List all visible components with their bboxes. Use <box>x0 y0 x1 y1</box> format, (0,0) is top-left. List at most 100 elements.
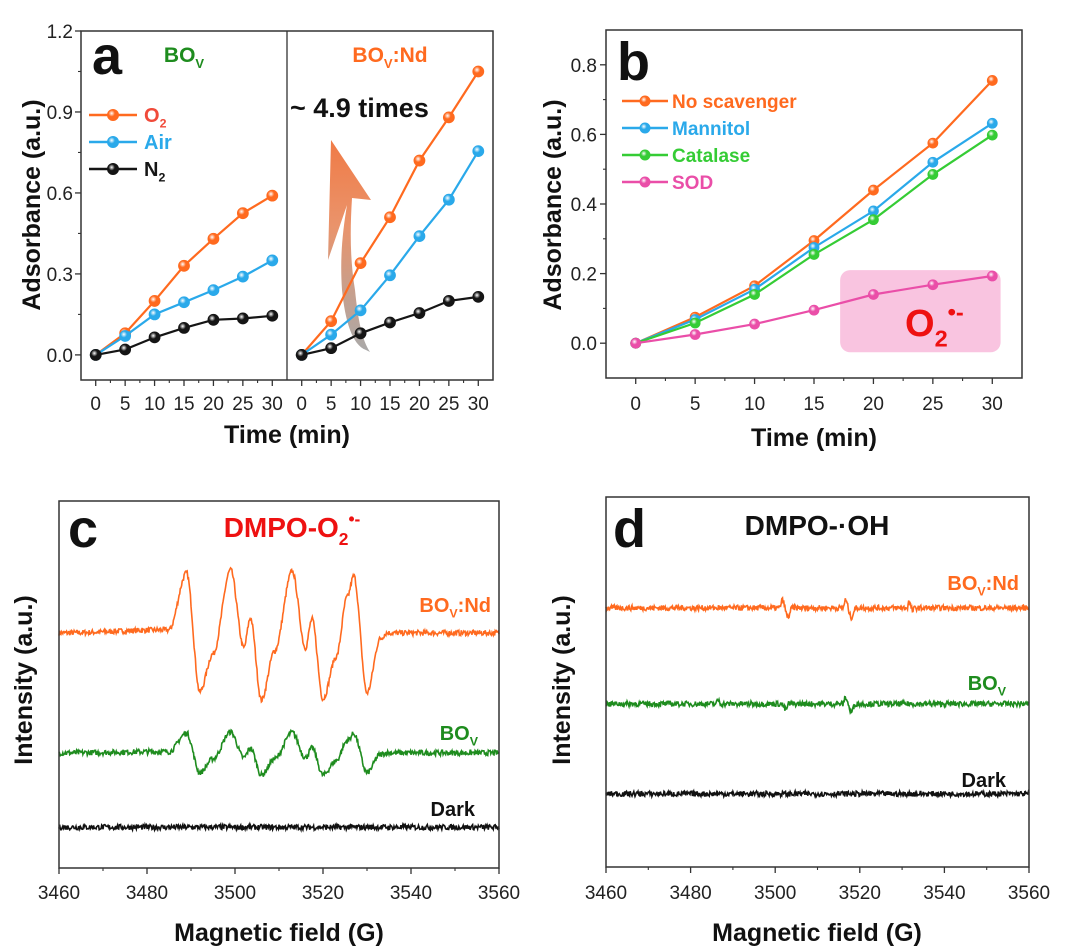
series-label: Dark <box>962 770 1007 792</box>
x-tick-label: 15 <box>803 394 824 415</box>
legend-label: Mannitol <box>672 119 750 140</box>
data-point <box>808 249 820 260</box>
x-tick-label: 25 <box>922 394 943 415</box>
legend-marker <box>639 176 651 188</box>
x-tick-label: 0 <box>90 394 101 415</box>
y-tick-label: 1.2 <box>47 22 73 43</box>
superoxide-label: O2•- <box>905 299 964 352</box>
subpanel-bov-nd: BOV:Nd 0 5 10 15 20 25 30 <box>295 44 489 415</box>
data-point <box>119 330 132 342</box>
data-point <box>325 315 338 328</box>
data-point <box>442 295 455 307</box>
x-tick-label: 3540 <box>923 883 965 904</box>
data-point <box>808 304 820 316</box>
subpanel-bov: BOV 0 5 10 15 20 25 30 <box>89 44 283 415</box>
data-point <box>986 117 998 129</box>
x-tick-label: 15 <box>173 394 194 415</box>
data-point <box>442 111 455 124</box>
data-point <box>749 289 760 300</box>
subpanel-title: BOV <box>164 44 205 71</box>
x-axis-title-b: Time (min) <box>751 424 877 452</box>
y-tick-label: 0.0 <box>571 334 597 355</box>
data-point <box>236 312 249 325</box>
x-axis-title-a: Time (min) <box>224 421 350 449</box>
data-point <box>207 284 220 297</box>
y-tick-label: 0.8 <box>571 56 597 77</box>
legend-item: Catalase <box>622 146 750 167</box>
y-axis-title-a: Adsorbance (a.u.) <box>18 99 46 310</box>
x-tick-label: 3560 <box>478 883 520 904</box>
data-point <box>325 342 338 355</box>
data-point <box>266 309 279 322</box>
legend-marker <box>639 122 651 134</box>
series-label: BOV <box>440 723 479 749</box>
increase-arrow-icon <box>328 140 371 352</box>
x-tick-label: 3480 <box>669 883 711 904</box>
x-tick-label: 3540 <box>390 883 432 904</box>
series-label: BOV:Nd <box>947 573 1019 599</box>
panel-title: DMPO-·OH <box>745 510 890 541</box>
panel-b: b Time (min) Adsorbance (a.u.) O2•- 0.0 0.… <box>539 29 1023 452</box>
data-point <box>413 307 426 319</box>
data-point <box>148 308 161 321</box>
panel-letter-a: a <box>92 26 123 86</box>
legend-marker <box>107 163 119 175</box>
data-point <box>236 207 249 220</box>
legend-label: SOD <box>672 173 713 194</box>
legend-item: Air <box>89 132 172 154</box>
data-point <box>868 289 879 300</box>
data-point <box>384 269 396 282</box>
data-point <box>295 348 308 361</box>
legend-marker <box>107 109 119 121</box>
legend-label: N2 <box>144 159 165 185</box>
x-tick-label: 30 <box>468 394 489 415</box>
x-tick-label: 3520 <box>839 883 881 904</box>
x-tick-label: 3460 <box>38 883 80 904</box>
x-tick-label: 3500 <box>754 883 796 904</box>
x-tick-label: 5 <box>326 394 337 415</box>
data-point <box>986 270 998 282</box>
data-point <box>266 189 279 202</box>
x-axis-title-d: Magnetic field (G) <box>712 919 922 947</box>
x-tick-label: 25 <box>438 394 459 415</box>
x-tick-label: 3560 <box>1008 883 1050 904</box>
data-point <box>927 156 939 168</box>
legend-marker <box>639 95 651 107</box>
x-tick-label: 3520 <box>302 883 344 904</box>
data-point <box>413 154 426 167</box>
data-point <box>630 337 642 349</box>
x-axis-title-c: Magnetic field (G) <box>174 919 384 947</box>
panel-letter-d: d <box>613 499 646 559</box>
x-tick-label: 15 <box>379 394 400 415</box>
data-point <box>178 296 190 309</box>
spectrum-trace <box>605 595 1030 622</box>
y-axis-title-b: Adsorbance (a.u.) <box>539 99 567 310</box>
panel-c: c Magnetic field (G) Intensity (a.u.) DM… <box>10 499 520 947</box>
legend-item: N2 <box>89 159 165 185</box>
x-tick-label: 25 <box>232 394 253 415</box>
data-point <box>266 254 279 267</box>
data-point <box>236 270 249 283</box>
data-point <box>207 232 220 245</box>
panel-a: a ~ 4.9 times Time (min) Adsorbance (a.u… <box>18 22 494 449</box>
data-point <box>148 331 161 344</box>
data-point <box>384 211 396 224</box>
x-tick-label: 20 <box>203 394 224 415</box>
series-label: Dark <box>431 799 476 821</box>
data-point <box>178 259 190 272</box>
x-tick-label: 30 <box>262 394 283 415</box>
data-point <box>868 214 879 226</box>
data-point <box>927 137 939 149</box>
panel-title: DMPO-O2•- <box>224 509 361 549</box>
data-point <box>472 290 485 303</box>
x-tick-label: 20 <box>409 394 430 415</box>
data-point <box>927 279 939 291</box>
spectrum-trace <box>58 566 500 704</box>
data-point <box>986 75 998 86</box>
data-point <box>689 317 701 329</box>
y-axis-title-c: Intensity (a.u.) <box>10 595 38 764</box>
x-tick-label: 0 <box>296 394 307 415</box>
series-label: BOV <box>968 673 1007 699</box>
